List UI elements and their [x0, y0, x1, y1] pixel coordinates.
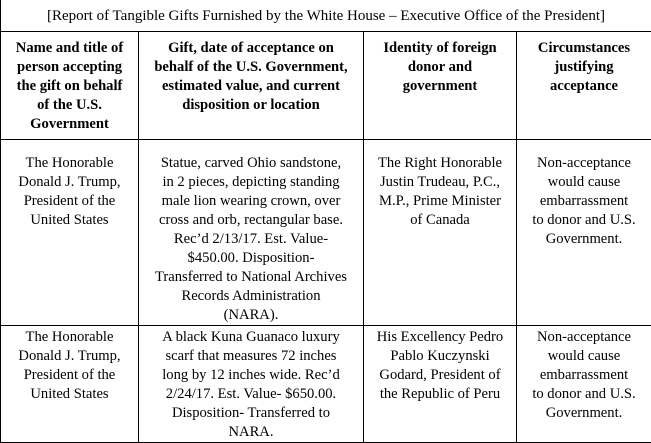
column-header-recipient: Name and title of person accepting the g…	[1, 32, 139, 140]
recipient-cell: The Honorable Donald J. Trump, President…	[1, 140, 139, 326]
report-title: [Report of Tangible Gifts Furnished by t…	[1, 0, 651, 32]
column-header-gift: Gift, date of acceptance on behalf of th…	[139, 32, 364, 140]
table-row: The Honorable Donald J. Trump, President…	[1, 326, 651, 443]
table-row: The Honorable Donald J. Trump, President…	[1, 140, 651, 326]
donor-cell: The Right Honorable Justin Trudeau, P.C.…	[364, 140, 517, 326]
column-header-donor: Identity of foreign donor and government	[364, 32, 517, 140]
gift-cell: Statue, carved Ohio sandstone, in 2 piec…	[139, 140, 364, 326]
circumstances-cell: Non-acceptance would cause embarrassment…	[517, 326, 651, 443]
donor-cell: His Excellency Pedro Pablo Kuczynski God…	[364, 326, 517, 443]
gift-cell: A black Kuna Guanaco luxury scarf that m…	[139, 326, 364, 443]
column-header-circumstances: Circumstances justifying acceptance	[517, 32, 651, 140]
title-row: [Report of Tangible Gifts Furnished by t…	[1, 0, 651, 32]
header-row: Name and title of person accepting the g…	[1, 32, 651, 140]
circumstances-cell: Non-acceptance would cause embarrassment…	[517, 140, 651, 326]
recipient-cell: The Honorable Donald J. Trump, President…	[1, 326, 139, 443]
